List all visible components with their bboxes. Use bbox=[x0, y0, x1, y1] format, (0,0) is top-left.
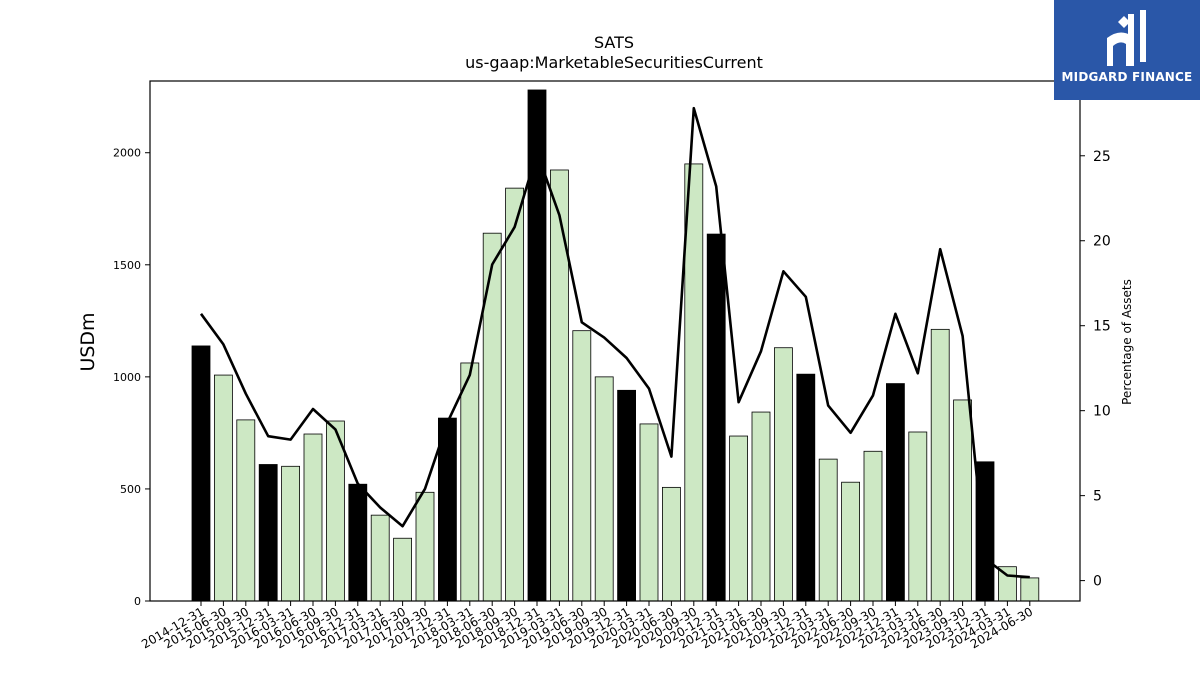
bar-2020-09-30 bbox=[684, 163, 704, 602]
bar-2014-12-31 bbox=[191, 345, 211, 602]
y2-axis-label: Percentage of Assets bbox=[1120, 279, 1134, 405]
bar-2022-09-30 bbox=[863, 450, 883, 602]
bar-2019-03-31 bbox=[550, 169, 569, 602]
axes: 050010001500200005101520252014-12-312015… bbox=[113, 80, 1111, 651]
y2-tick-label-0: 0 bbox=[1093, 574, 1102, 590]
chart-subtitle: us-gaap:MarketableSecuritiesCurrent bbox=[465, 53, 763, 72]
bar-2020-03-31 bbox=[639, 423, 659, 602]
y-axis-label: USDm bbox=[77, 312, 99, 371]
bar-2020-06-30 bbox=[662, 486, 681, 602]
brand-logo: MIDGARD FINANCE bbox=[1054, 0, 1200, 100]
bar-2023-06-30 bbox=[930, 328, 950, 602]
bar-2022-06-30 bbox=[841, 481, 860, 602]
bar-2021-12-31 bbox=[796, 373, 816, 602]
percentage-line-layer bbox=[199, 106, 1030, 579]
bar-2017-12-31 bbox=[437, 417, 457, 602]
bar-2019-12-31 bbox=[617, 389, 636, 602]
bar-2023-12-31 bbox=[975, 461, 995, 602]
bar-2023-03-31 bbox=[908, 431, 928, 602]
bar-2021-06-30 bbox=[751, 411, 771, 602]
bar-2016-06-30 bbox=[303, 433, 323, 602]
logo-text: MIDGARD FINANCE bbox=[1061, 70, 1193, 84]
y-tick-label-1000: 1000 bbox=[113, 371, 141, 384]
bar-2016-03-31 bbox=[281, 465, 301, 602]
bar-2021-09-30 bbox=[774, 347, 793, 602]
bar-2018-09-30 bbox=[505, 187, 525, 602]
bar-2018-03-31 bbox=[460, 362, 480, 602]
bar-2017-03-31 bbox=[370, 514, 390, 602]
percentage-of-assets-line bbox=[199, 106, 1030, 579]
bar-2015-06-30 bbox=[213, 374, 233, 602]
y2-tick-label-25: 25 bbox=[1093, 149, 1111, 165]
bar-2015-09-30 bbox=[236, 419, 256, 602]
bar-2017-09-30 bbox=[415, 491, 435, 602]
bar-2017-06-30 bbox=[393, 537, 413, 602]
bar-2018-06-30 bbox=[482, 232, 502, 602]
bar-2022-12-31 bbox=[886, 383, 905, 602]
y2-tick-label-10: 10 bbox=[1093, 404, 1111, 420]
bar-series bbox=[191, 89, 1040, 602]
bar-2021-03-31 bbox=[729, 435, 748, 602]
y2-tick-label-5: 5 bbox=[1093, 489, 1102, 505]
bar-2023-09-30 bbox=[953, 399, 972, 602]
y-tick-label-500: 500 bbox=[120, 483, 141, 496]
y-tick-label-1500: 1500 bbox=[113, 259, 141, 272]
bar-2022-03-31 bbox=[818, 458, 838, 602]
bar-2024-06-30 bbox=[1020, 577, 1040, 602]
y2-tick-label-20: 20 bbox=[1093, 234, 1111, 250]
chart-title: SATS bbox=[594, 33, 634, 52]
plot-frame bbox=[149, 80, 1081, 602]
logo-mark-icon bbox=[1107, 10, 1146, 66]
bar-2020-12-31 bbox=[706, 233, 726, 602]
bar-2019-06-30 bbox=[572, 330, 592, 602]
bar-2019-09-30 bbox=[594, 376, 614, 602]
bar-2016-12-31 bbox=[348, 483, 368, 602]
y2-tick-label-15: 15 bbox=[1093, 319, 1111, 335]
y-tick-label-2000: 2000 bbox=[113, 147, 141, 160]
y-tick-label-0: 0 bbox=[134, 595, 141, 608]
bar-2015-12-31 bbox=[258, 464, 278, 602]
